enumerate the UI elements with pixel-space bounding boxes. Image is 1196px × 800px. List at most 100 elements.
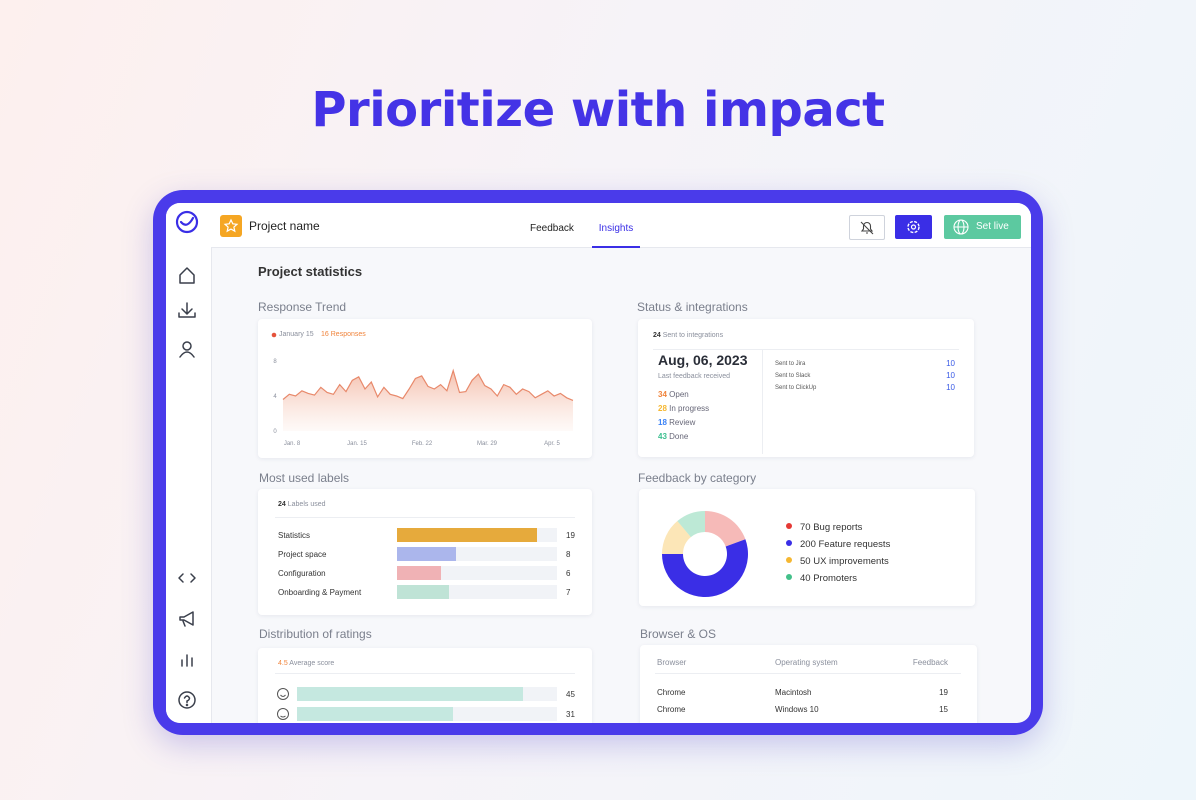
integration-label: Sent to Jira — [775, 361, 806, 367]
label-name: Project space — [278, 550, 327, 559]
status-row: 43 Done — [658, 432, 688, 441]
status-label: Done — [669, 432, 689, 441]
legend-dot — [786, 574, 792, 580]
legend-count: 70 — [800, 522, 811, 533]
section-title: Response Trend — [258, 300, 347, 314]
table-cell: 19 — [939, 688, 948, 697]
status-card — [638, 319, 974, 457]
average-label: Average score — [289, 660, 335, 667]
status-row: 28 In progress — [658, 404, 709, 413]
page-title: Project statistics — [258, 264, 363, 279]
status-label: In progress — [669, 404, 710, 413]
tab-active[interactable]: Insights — [592, 223, 640, 248]
column-header: Operating system — [775, 658, 838, 667]
top-bar — [211, 203, 1031, 248]
count-label: Responses — [330, 331, 366, 338]
help-icon[interactable] — [178, 691, 196, 709]
bar — [397, 528, 537, 542]
column-header: Feedback — [912, 658, 948, 667]
table-cell: Macintosh — [775, 688, 812, 697]
divider — [762, 349, 763, 454]
status-count: 18 — [658, 418, 667, 427]
bar — [297, 707, 453, 721]
donut-slice — [662, 521, 691, 554]
legend-count: 40 — [800, 573, 811, 584]
announce-icon[interactable] — [179, 611, 194, 627]
table-cell: Windows 10 — [775, 705, 819, 714]
download-icon[interactable] — [178, 302, 196, 318]
donut-chart — [662, 511, 748, 597]
settings-button[interactable] — [895, 215, 932, 239]
donut-slice — [677, 511, 705, 538]
bell-off-icon — [860, 221, 874, 235]
bar-value: 8 — [566, 550, 571, 559]
mute-button[interactable] — [849, 215, 885, 240]
divider — [275, 673, 575, 674]
section-title: Distribution of ratings — [259, 627, 372, 641]
app-screen: Project name Feedback Insights Set live … — [166, 203, 1031, 723]
project-name: Project name — [249, 219, 320, 233]
label-name: Statistics — [278, 531, 311, 540]
status-count: 34 — [658, 390, 667, 399]
label-name: Onboarding & Payment — [278, 588, 362, 597]
status-row: 34 Open — [658, 390, 689, 399]
sidebar-icons — [175, 210, 199, 709]
section-title: Most used labels — [259, 471, 350, 485]
integration-value: 10 — [946, 383, 955, 392]
trend-card — [258, 319, 592, 458]
divider — [653, 349, 959, 350]
sidebar — [166, 203, 212, 723]
status-count: 28 — [658, 404, 667, 413]
user-icon[interactable] — [179, 341, 195, 358]
app-content: Project name Feedback Insights Set live … — [166, 203, 1031, 723]
section-title: Status & integrations — [637, 300, 748, 314]
set-live-button[interactable]: Set live — [944, 215, 1021, 239]
labels-count: 24 — [278, 501, 286, 508]
legend-entry: 200 Feature requests — [786, 539, 890, 550]
bar — [397, 585, 449, 599]
legend-date: January 15 — [279, 331, 314, 338]
legend-label: Promoters — [813, 573, 858, 584]
status-count: 43 — [658, 432, 667, 441]
integration-label: Sent to ClickUp — [775, 385, 817, 391]
stats-icon[interactable] — [181, 654, 193, 667]
bar-value: 31 — [566, 710, 575, 719]
globe-icon — [953, 219, 969, 235]
legend-entry: 50 UX improvements — [786, 556, 889, 567]
average: 4.5 — [278, 660, 288, 667]
legend-entry: 40 Promoters — [786, 573, 857, 584]
legend-label: UX improvements — [813, 556, 889, 567]
legend-count: 16 Responses — [321, 331, 366, 338]
status-row: 18 Review — [658, 418, 695, 427]
legend-count: 50 — [800, 556, 811, 567]
headline: Prioritize with impact — [311, 82, 885, 138]
legend-label: Bug reports — [813, 522, 863, 533]
divider — [275, 517, 575, 518]
legend-entry: 70 Bug reports — [786, 522, 862, 533]
legend-dot — [786, 523, 792, 529]
rating-icons — [277, 688, 289, 720]
sent-summary: 24 Sent to integrations — [653, 332, 723, 339]
bar-value: 7 — [566, 588, 571, 597]
legend-count: 200 — [800, 539, 816, 550]
bar-value: 45 — [566, 690, 575, 699]
count: 16 — [321, 331, 329, 338]
bar — [397, 566, 442, 580]
legend-dot — [271, 332, 277, 338]
section-title: Feedback by category — [638, 471, 757, 485]
code-icon[interactable] — [178, 573, 196, 583]
last-date: Aug, 06, 2023 — [658, 352, 748, 368]
home-icon[interactable] — [179, 267, 195, 284]
bar — [297, 687, 523, 701]
integration-value: 10 — [946, 371, 955, 380]
tab[interactable]: Feedback — [530, 223, 574, 234]
gear-icon — [907, 220, 920, 234]
sent-label: Sent to integrations — [662, 332, 724, 339]
table-cell: 15 — [939, 705, 948, 714]
legend-label: Feature requests — [818, 539, 891, 550]
labels-count-label: Labels used — [287, 501, 326, 508]
last-label: Last feedback received — [658, 373, 730, 380]
column-header: Browser — [657, 658, 687, 667]
app-logo[interactable] — [175, 210, 199, 234]
